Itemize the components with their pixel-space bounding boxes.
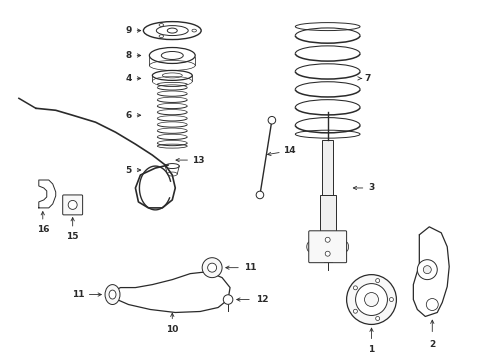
FancyBboxPatch shape <box>63 195 83 215</box>
Ellipse shape <box>208 263 217 272</box>
Text: 2: 2 <box>429 340 436 349</box>
Circle shape <box>256 191 264 199</box>
Text: 12: 12 <box>256 295 268 304</box>
Ellipse shape <box>307 242 313 252</box>
Text: 9: 9 <box>125 26 132 35</box>
Ellipse shape <box>343 242 348 252</box>
Circle shape <box>426 298 438 310</box>
Circle shape <box>376 316 380 320</box>
Text: 10: 10 <box>166 325 178 334</box>
Circle shape <box>353 286 357 290</box>
Text: 6: 6 <box>125 111 132 120</box>
FancyBboxPatch shape <box>322 140 333 195</box>
Text: 14: 14 <box>284 145 296 154</box>
Text: 11: 11 <box>244 263 256 272</box>
Ellipse shape <box>202 258 222 278</box>
Text: 11: 11 <box>73 290 85 299</box>
Circle shape <box>417 260 437 280</box>
FancyBboxPatch shape <box>309 231 346 263</box>
Circle shape <box>390 298 393 302</box>
Circle shape <box>268 116 276 124</box>
Text: 4: 4 <box>125 74 132 83</box>
Circle shape <box>223 295 233 304</box>
Text: 5: 5 <box>125 166 132 175</box>
Circle shape <box>325 237 330 242</box>
Ellipse shape <box>105 285 120 305</box>
Circle shape <box>346 275 396 324</box>
Text: 1: 1 <box>368 345 375 354</box>
Ellipse shape <box>109 290 116 299</box>
Circle shape <box>356 284 388 315</box>
Circle shape <box>365 293 378 306</box>
Text: 8: 8 <box>125 51 132 60</box>
FancyBboxPatch shape <box>319 195 336 254</box>
Text: 7: 7 <box>365 74 371 83</box>
Circle shape <box>68 201 77 210</box>
Text: 13: 13 <box>192 156 204 165</box>
Circle shape <box>353 309 357 313</box>
Circle shape <box>325 251 330 256</box>
Text: 15: 15 <box>67 232 79 241</box>
Text: 3: 3 <box>368 184 375 193</box>
Circle shape <box>423 266 431 274</box>
Text: 16: 16 <box>37 225 49 234</box>
Circle shape <box>376 279 380 283</box>
